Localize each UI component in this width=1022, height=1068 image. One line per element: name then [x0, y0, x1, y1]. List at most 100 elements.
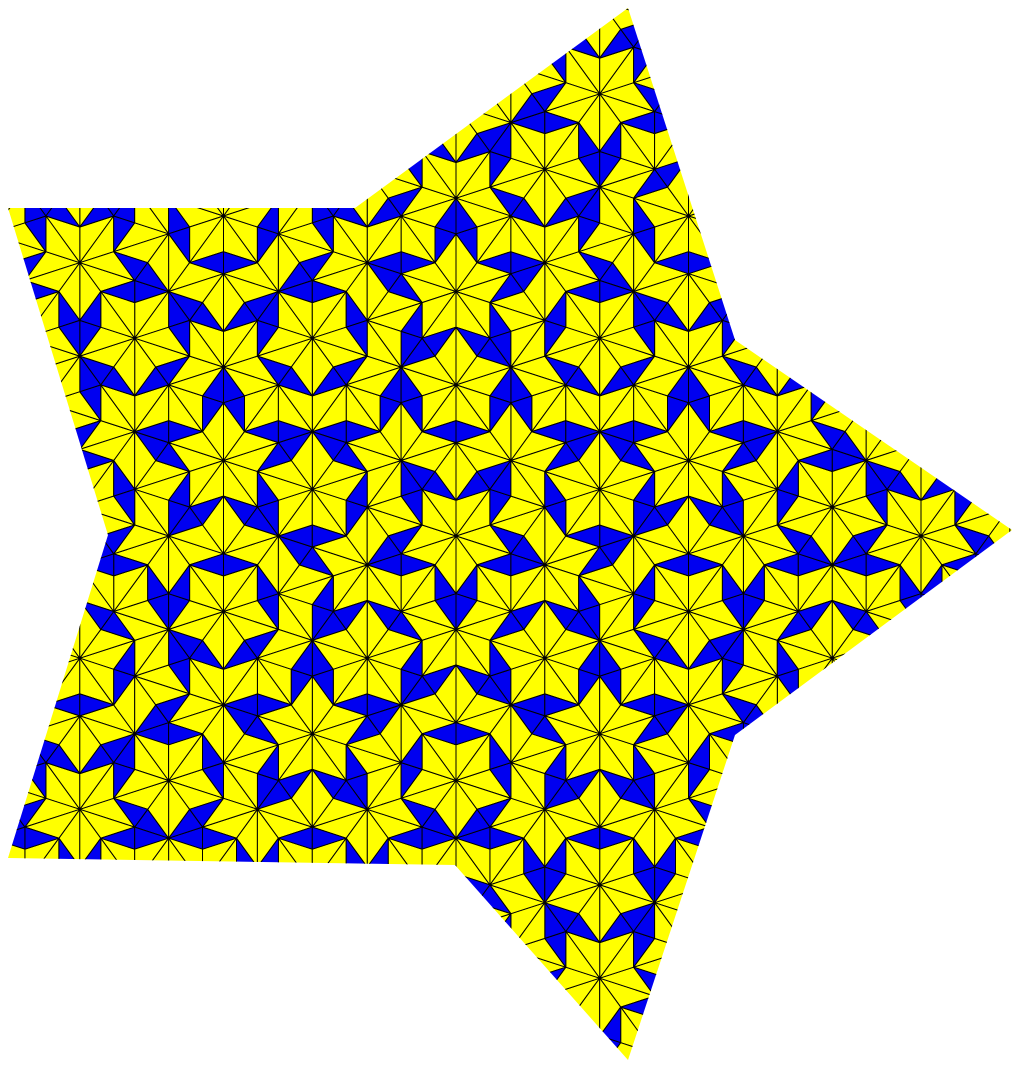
tile: [975, 762, 1011, 810]
tile: [831, 937, 867, 968]
tile: [366, 866, 389, 904]
tile: [45, 460, 81, 508]
tile: [290, 1035, 313, 1060]
tile: [421, 8, 457, 19]
tile: [277, 931, 313, 979]
tile: [688, 1042, 723, 1060]
tile: [476, 797, 512, 828]
tile: [8, 722, 26, 746]
tile: [189, 8, 224, 30]
tile: [975, 402, 998, 461]
tile: [865, 122, 888, 159]
tile: [831, 902, 867, 950]
tile: [599, 366, 635, 397]
tile: [831, 902, 867, 950]
tile: [510, 1006, 546, 1055]
tile: [421, 326, 457, 357]
tile: [332, 17, 368, 48]
tile: [421, 873, 457, 904]
tile: [11, 337, 47, 368]
tile: [797, 122, 833, 170]
tile: [311, 157, 368, 188]
tile: [400, 8, 436, 30]
tile: [667, 1042, 689, 1060]
tile: [776, 262, 833, 292]
tile: [489, 913, 512, 950]
tile: [79, 1006, 115, 1055]
tile: [975, 262, 1011, 292]
tile: [236, 866, 258, 904]
tile: [996, 628, 1012, 659]
tile: [688, 17, 723, 66]
tile: [797, 215, 833, 264]
tile: [290, 884, 313, 944]
tile: [223, 122, 258, 170]
tile: [886, 837, 922, 886]
tile: [941, 337, 977, 368]
tile: [223, 553, 258, 577]
tile: [489, 639, 512, 677]
tile: [311, 186, 334, 224]
tile: [400, 913, 423, 950]
tile: [345, 17, 368, 55]
tile: [244, 628, 279, 659]
tile: [168, 226, 191, 264]
tile: [776, 733, 812, 764]
tile: [578, 1035, 601, 1060]
tile: [345, 319, 368, 357]
tile: [290, 8, 313, 59]
tile: [797, 215, 833, 264]
tile: [202, 873, 258, 904]
tile: [8, 675, 26, 706]
tile: [907, 122, 943, 170]
tile: [831, 600, 867, 630]
tile: [311, 384, 347, 433]
tile: [763, 251, 799, 281]
tile: [654, 995, 689, 1019]
tile: [1009, 715, 1012, 746]
tile: [831, 251, 888, 281]
tile: [8, 488, 26, 537]
tile: [311, 1042, 368, 1060]
tile: [100, 280, 136, 304]
tile: [886, 122, 909, 159]
tile: [256, 884, 313, 915]
tile: [8, 93, 26, 152]
tile: [11, 564, 47, 612]
tile: [256, 8, 313, 30]
tile: [311, 931, 347, 979]
tile: [975, 431, 1012, 461]
tile: [45, 937, 81, 968]
tile: [941, 251, 977, 275]
tile: [865, 639, 888, 677]
tile: [489, 28, 512, 66]
tile: [721, 226, 744, 264]
tile: [975, 733, 1012, 764]
tile: [113, 797, 149, 828]
tile: [311, 913, 347, 944]
tile: [920, 431, 977, 461]
tile: [45, 460, 81, 508]
tile: [256, 564, 279, 601]
tile: [941, 215, 977, 264]
tile: [11, 553, 47, 577]
tile: [886, 186, 922, 235]
tile: [455, 326, 491, 357]
tile: [8, 913, 47, 944]
tile: [476, 884, 512, 915]
tile: [755, 431, 778, 490]
tile: [256, 46, 279, 84]
tile: [113, 28, 170, 59]
tile: [24, 966, 81, 997]
tile: [476, 8, 512, 30]
tile: [223, 995, 258, 1019]
tile: [544, 1053, 567, 1060]
tile: [831, 657, 867, 706]
tile: [721, 355, 757, 386]
tile: [996, 715, 1012, 746]
tile: [565, 384, 601, 433]
tile: [134, 931, 170, 979]
tile: [886, 722, 922, 746]
tile: [58, 866, 81, 904]
tile: [202, 64, 224, 124]
